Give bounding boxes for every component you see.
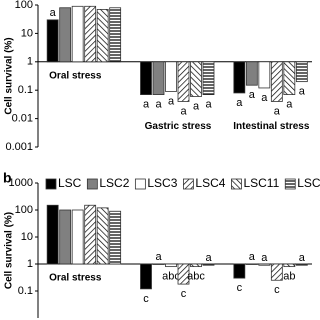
bar [258,61,271,89]
significance-label: a [50,7,57,19]
y-tick-label: 100 [15,204,33,216]
bar [245,61,258,86]
bar [84,5,97,63]
bar [46,204,59,265]
bar [283,61,296,95]
significance-label: a [286,99,293,111]
legend-label: LSC11 [243,176,279,190]
bar [190,61,202,97]
bar [190,263,202,268]
legend-label: LSC4 [195,176,225,190]
bar [165,263,177,268]
panel-label: b [3,170,12,186]
group-label: Oral stress [49,70,102,81]
y-tick-label: 0.1 [18,84,33,96]
significance-label: a [249,89,256,101]
bar [258,263,271,266]
legend-label: LSC [58,176,82,190]
group-label: Intestinal stress [233,121,310,132]
legend-swatch [45,178,57,190]
y-axis-label: Cell survival (%) [4,37,15,114]
y-tick-label: 0.01 [12,113,33,125]
significance-label: a [205,99,212,111]
significance-label: c [274,284,280,296]
significance-label: a [155,99,162,111]
bar [152,61,165,95]
significance-label: a [155,251,162,263]
significance-label: a [299,86,306,98]
bar [270,61,283,102]
bar [140,61,152,95]
bar [96,207,109,265]
bar [202,263,215,266]
legend-swatch [231,178,242,190]
bar [177,263,190,285]
significance-label: a [180,105,187,117]
bar [270,263,283,281]
y-tick-label: 10 [21,231,33,243]
y-axis-label: Cell survival (%) [4,212,15,289]
bar [46,19,59,63]
bar [71,5,84,63]
y-tick-label: 0.1 [18,285,33,297]
y-tick-label: 1 [27,56,33,68]
bar [59,7,72,63]
bar [71,209,84,265]
bar [152,263,165,265]
bar [233,263,246,279]
legend-label: LSC3 [147,176,177,190]
y-tick-label: 0.001 [5,141,33,153]
bar [165,61,177,92]
bar [59,209,72,265]
significance-label: a [143,99,150,111]
significance-label: ab [283,271,295,283]
significance-label: abc [187,271,205,283]
significance-label: a [168,95,175,107]
significance-label: a [205,252,212,264]
significance-label: a [299,252,306,264]
significance-label: a [261,92,268,104]
legend-label: LSC2 [99,176,129,190]
bar [295,263,308,266]
legend-swatch [284,178,296,190]
significance-label: a [274,105,281,117]
legend-label: LSC22 [297,176,320,190]
significance-label: c [143,293,149,305]
bar [202,61,215,95]
legend-swatch [183,178,194,190]
significance-label: a [193,100,200,112]
bar [109,210,122,265]
y-tick-label: 1000 [9,177,33,189]
bar [245,263,258,265]
y-tick-label: 10 [21,27,33,39]
significance-label: a [236,97,243,109]
bar [109,7,122,63]
bar [96,8,109,63]
bar [140,263,152,290]
significance-label: c [181,288,187,300]
bar [233,61,246,94]
bar [177,61,190,102]
y-tick-label: 1 [27,258,33,270]
legend-swatch [86,178,98,190]
group-label: Oral stress [49,273,102,284]
legend-swatch [134,178,146,190]
group-label: Gastric stress [145,121,212,132]
significance-label: abc [162,271,180,283]
significance-label: c [237,282,243,294]
bar [295,61,308,83]
bar [283,263,296,268]
y-tick-label: 100 [15,0,33,11]
bar [84,204,97,265]
significance-label: a [249,251,256,263]
significance-label: a [261,252,268,264]
